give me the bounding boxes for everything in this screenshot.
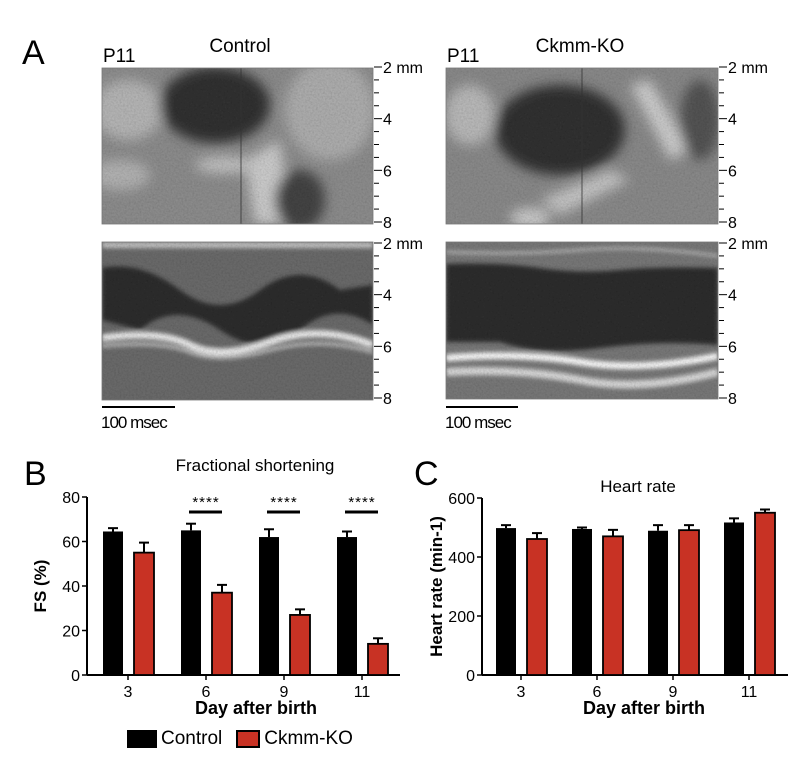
y-tick-label: 600 xyxy=(448,491,475,508)
legend-swatch-control xyxy=(127,730,157,748)
x-axis-label: Day after birth xyxy=(195,698,317,718)
ko-age-label: P11 xyxy=(447,46,480,67)
ruler-label-8: 8 xyxy=(383,215,392,232)
depth-rulers: 2 mm 4 6 8 2 mm 4 6 8 2 mm 4 6 8 2 mm 4 6 8 xyxy=(374,60,768,408)
ko-mmode-image xyxy=(446,242,718,399)
chart-title: Heart rate xyxy=(600,477,676,496)
control-mmode-image xyxy=(102,242,373,400)
bar-ckmm-ko-day-9 xyxy=(678,529,700,676)
bar-ckmm-ko-day-6 xyxy=(211,591,233,676)
legend-label-ko: Ckmm-KO xyxy=(264,728,353,749)
panel-a-images: 2 mm 4 6 8 2 mm 4 6 8 2 mm 4 6 8 2 mm 4 6 8 xyxy=(101,60,768,408)
bar-control-day-11 xyxy=(337,537,357,675)
x-tick-label: 11 xyxy=(354,684,371,701)
y-tick-label: 0 xyxy=(71,668,80,685)
control-time-scale-label: 100 msec xyxy=(101,413,168,432)
x-tick-label: 6 xyxy=(202,684,211,701)
bar-control-day-6 xyxy=(572,528,592,675)
ruler-label-2-mm: 2 mm xyxy=(383,236,423,253)
ko-2d-echo-image xyxy=(446,68,718,224)
control-image-title: Control xyxy=(209,36,271,57)
bar-control-day-11 xyxy=(724,522,744,675)
panel-letter-a: A xyxy=(22,34,45,72)
bar-control-day-9 xyxy=(648,530,668,675)
x-tick-label: 9 xyxy=(280,684,289,701)
ko-image-title: Ckmm-KO xyxy=(535,36,625,57)
y-tick-label: 80 xyxy=(62,490,80,507)
ruler-label-6: 6 xyxy=(728,339,737,356)
chart-fractional-shortening: Fractional shortening 0 20 40 60 80 FS (%) Day … xyxy=(31,456,400,718)
legend-label-control: Control xyxy=(161,728,223,749)
control-2d-echo-image xyxy=(102,68,373,224)
y-tick-label: 400 xyxy=(448,550,475,567)
bar-control-day-6 xyxy=(181,530,201,675)
ruler-label-8: 8 xyxy=(728,215,737,232)
ruler-label-4: 4 xyxy=(728,112,737,129)
legend: Control Ckmm-KO xyxy=(127,728,353,750)
ko-time-scale-label: 100 msec xyxy=(445,413,512,432)
y-tick-label: 0 xyxy=(466,668,475,685)
bar-ckmm-ko-day-3 xyxy=(133,551,155,676)
significance-stars: **** xyxy=(348,494,375,511)
ruler-label-2-mm: 2 mm xyxy=(728,60,768,77)
x-tick-label: 6 xyxy=(593,684,602,701)
bar-ckmm-ko-day-11 xyxy=(754,511,776,676)
panel-letter-b: B xyxy=(24,455,47,493)
bar-ckmm-ko-day-6 xyxy=(602,535,624,676)
ruler-label-6: 6 xyxy=(383,339,392,356)
bar-control-day-3 xyxy=(496,528,516,675)
x-tick-label: 11 xyxy=(741,684,758,701)
y-axis-label: FS (%) xyxy=(31,560,50,613)
bar-control-day-9 xyxy=(259,537,279,675)
y-tick-label: 200 xyxy=(448,609,475,626)
ruler-label-4: 4 xyxy=(728,288,737,305)
ruler-label-6: 6 xyxy=(728,163,737,180)
y-axis-label: Heart rate (min-1) xyxy=(427,516,446,657)
control-age-label: P11 xyxy=(103,46,136,67)
legend-swatch-ko xyxy=(236,730,261,748)
x-tick-label: 3 xyxy=(124,684,133,701)
y-tick-label: 40 xyxy=(62,579,80,596)
x-tick-label: 9 xyxy=(669,684,678,701)
x-axis-label: Day after birth xyxy=(583,698,705,718)
x-tick-label: 3 xyxy=(517,684,526,701)
y-tick-label: 20 xyxy=(62,624,80,641)
significance-stars: **** xyxy=(192,494,219,511)
ruler-label-6: 6 xyxy=(383,163,392,180)
y-tick-label: 60 xyxy=(62,535,80,552)
ruler-label-2-mm: 2 mm xyxy=(383,60,423,77)
bar-ckmm-ko-day-3 xyxy=(526,538,548,676)
panel-letter-c: C xyxy=(414,455,439,493)
bar-ckmm-ko-day-11 xyxy=(367,642,389,676)
bar-control-day-3 xyxy=(103,531,123,675)
ruler-label-8: 8 xyxy=(383,391,392,408)
chart-title: Fractional shortening xyxy=(176,456,335,475)
ruler-label-2-mm: 2 mm xyxy=(728,236,768,253)
ruler-label-4: 4 xyxy=(383,288,392,305)
ruler-label-4: 4 xyxy=(383,112,392,129)
ruler-label-8: 8 xyxy=(728,391,737,408)
significance-stars: **** xyxy=(270,494,297,511)
bar-ckmm-ko-day-9 xyxy=(289,614,311,676)
